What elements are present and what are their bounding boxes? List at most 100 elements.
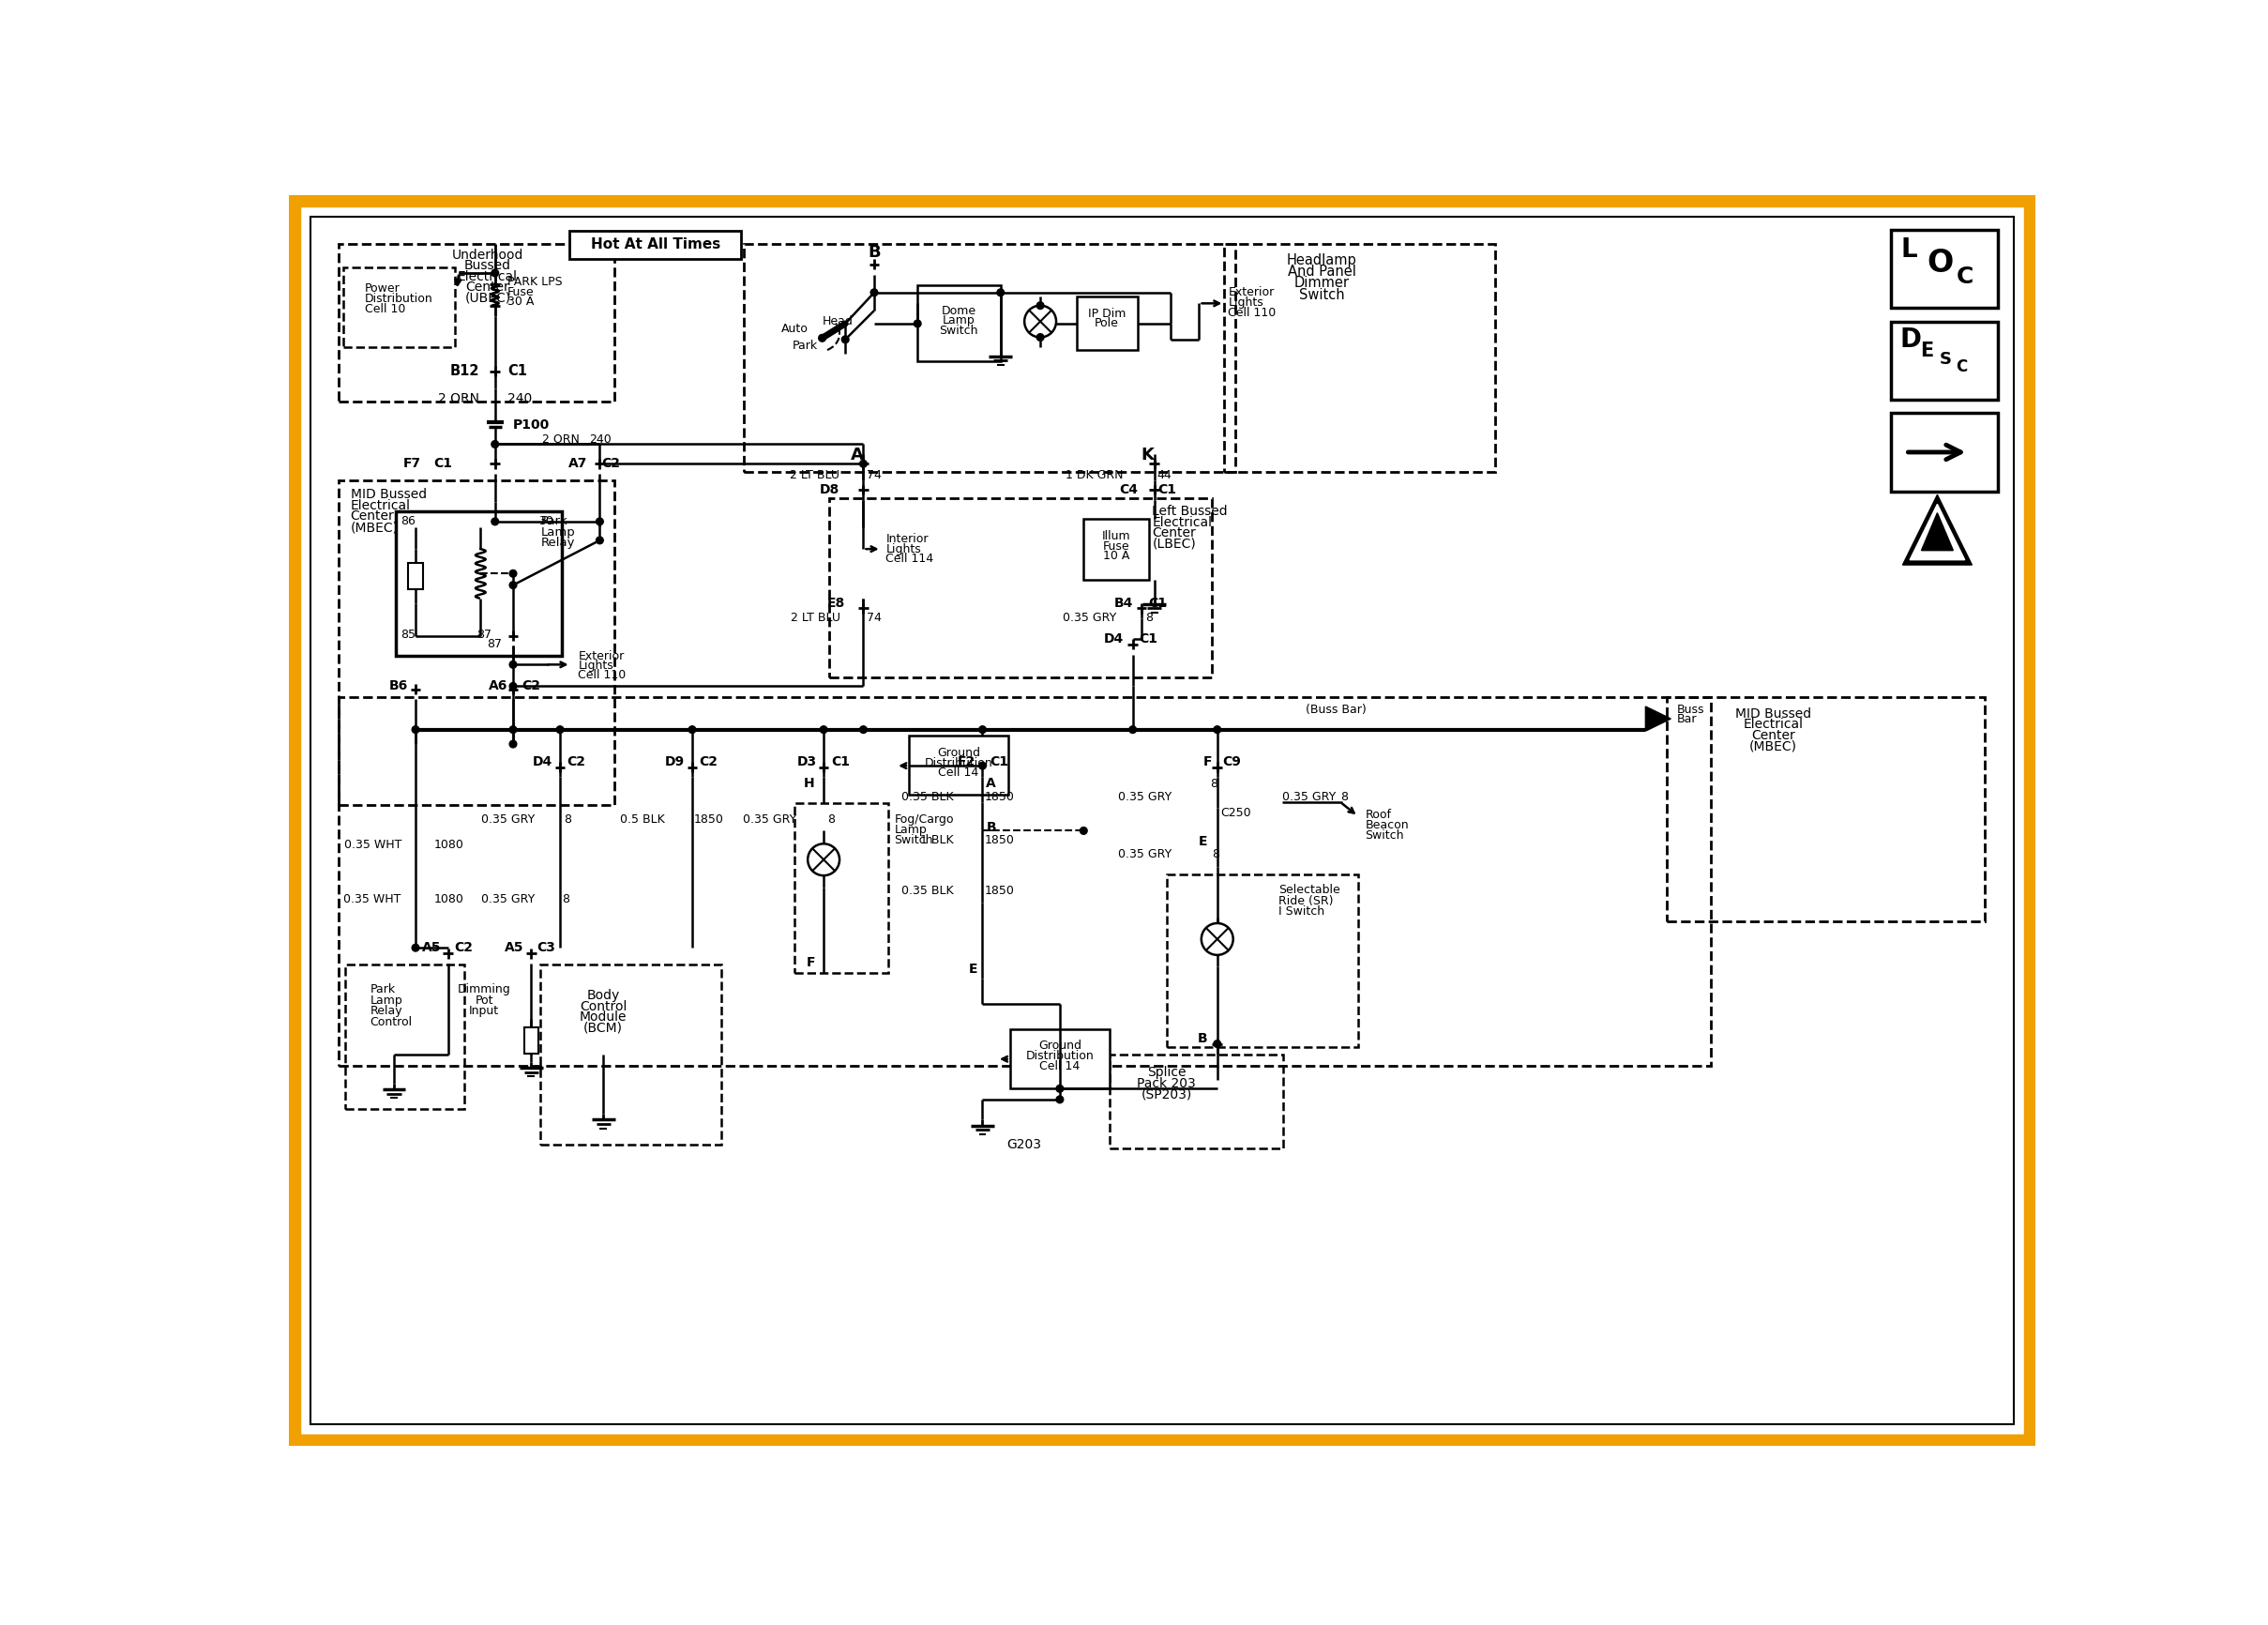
Text: Interior: Interior [887, 533, 928, 544]
Text: Ground: Ground [937, 746, 980, 759]
Text: C1: C1 [433, 457, 451, 470]
Text: MID Bussed: MID Bussed [352, 488, 426, 502]
Circle shape [980, 762, 987, 769]
Text: 1080: 1080 [433, 894, 463, 905]
Circle shape [510, 582, 517, 588]
Text: A5: A5 [422, 941, 440, 954]
Bar [1109, 1055, 1284, 1149]
Bar [1892, 229, 1998, 307]
Text: D3: D3 [796, 756, 816, 769]
Text: 87: 87 [488, 639, 501, 650]
Text: Dimming: Dimming [458, 983, 510, 996]
Circle shape [689, 726, 696, 733]
Text: Pot: Pot [474, 994, 494, 1006]
Text: 1 BLK: 1 BLK [921, 834, 953, 847]
Circle shape [510, 570, 517, 577]
Text: Cell 114: Cell 114 [887, 552, 934, 565]
Bar [345, 964, 465, 1108]
Text: C2: C2 [567, 756, 585, 769]
Text: Left Bussed: Left Bussed [1152, 505, 1227, 518]
Text: C250: C250 [1220, 806, 1252, 819]
Text: (MBEC): (MBEC) [1749, 739, 1796, 752]
Text: 0.35 GRY: 0.35 GRY [1061, 611, 1116, 624]
Circle shape [1036, 333, 1043, 341]
Circle shape [492, 518, 499, 525]
Text: (MBEC): (MBEC) [352, 520, 399, 535]
Text: A7: A7 [569, 457, 587, 470]
Text: 1850: 1850 [984, 791, 1014, 803]
Text: 10 A: 10 A [1102, 551, 1129, 562]
Circle shape [596, 518, 603, 525]
Text: Cell 110: Cell 110 [1227, 307, 1277, 318]
Text: A5: A5 [506, 941, 524, 954]
Text: Module: Module [581, 1011, 626, 1024]
Circle shape [914, 320, 921, 327]
Text: 30: 30 [538, 515, 553, 528]
Text: H: H [805, 777, 814, 790]
Text: 0.35 GRY: 0.35 GRY [1281, 791, 1336, 803]
Text: Electrical: Electrical [352, 499, 411, 512]
Text: Park: Park [792, 340, 816, 351]
Text: 0.35 GRY: 0.35 GRY [1118, 791, 1173, 803]
Text: B6: B6 [390, 679, 408, 692]
Text: Lights: Lights [887, 543, 921, 556]
Text: L: L [1901, 236, 1919, 262]
Text: Lamp: Lamp [894, 824, 928, 837]
Text: Switch: Switch [939, 325, 978, 336]
Text: Power: Power [365, 283, 401, 296]
Text: Park: Park [370, 983, 395, 996]
Text: Dimmer: Dimmer [1295, 276, 1349, 291]
Text: 0.35 GRY: 0.35 GRY [481, 814, 535, 826]
Text: Switch: Switch [1300, 288, 1345, 302]
Text: D8: D8 [819, 483, 839, 496]
Text: O: O [1928, 249, 1953, 279]
Text: B: B [869, 244, 880, 262]
Bar [794, 803, 889, 973]
Text: 87: 87 [476, 629, 492, 640]
Text: C1: C1 [989, 756, 1009, 769]
Text: F: F [805, 955, 814, 968]
Text: 0.5 BLK: 0.5 BLK [619, 814, 665, 826]
Text: Cell 10: Cell 10 [365, 302, 406, 315]
Text: Control: Control [370, 1016, 413, 1029]
Text: Electrical: Electrical [1744, 718, 1803, 731]
Text: Distribution: Distribution [365, 292, 433, 306]
Text: 1850: 1850 [694, 814, 723, 826]
Polygon shape [1903, 494, 1971, 566]
Text: 0.35 GRY: 0.35 GRY [481, 894, 535, 905]
Text: C2: C2 [522, 679, 540, 692]
Text: F2: F2 [957, 756, 975, 769]
Bar [1166, 874, 1359, 1048]
Text: D4: D4 [533, 756, 553, 769]
Text: K: K [1141, 447, 1154, 463]
Text: C1: C1 [830, 756, 850, 769]
Text: 8: 8 [1340, 791, 1347, 803]
Text: 74: 74 [866, 611, 882, 624]
Text: Beacon: Beacon [1365, 819, 1408, 830]
Text: B: B [1198, 1032, 1209, 1045]
Text: Pole: Pole [1095, 317, 1118, 330]
Text: S: S [1939, 351, 1953, 369]
Text: Center: Center [465, 281, 510, 294]
Text: Control: Control [581, 999, 626, 1012]
Text: 1850: 1850 [984, 834, 1014, 847]
Circle shape [1129, 726, 1136, 733]
Text: 2 ORN: 2 ORN [542, 434, 578, 445]
Text: C: C [1955, 359, 1969, 375]
Text: Center: Center [1751, 728, 1796, 743]
Text: (UBEC): (UBEC) [465, 292, 510, 306]
Text: (BCM): (BCM) [583, 1022, 624, 1035]
Bar [744, 244, 1236, 471]
Bar [397, 512, 562, 656]
Text: 86: 86 [401, 515, 415, 528]
Polygon shape [1647, 707, 1672, 731]
Text: C9: C9 [1222, 756, 1241, 769]
Bar [830, 499, 1211, 678]
Text: Underhood: Underhood [451, 249, 524, 262]
Text: 240: 240 [508, 392, 533, 405]
Text: E8: E8 [828, 596, 846, 609]
Text: Selectable: Selectable [1279, 884, 1340, 895]
Text: Cell 14: Cell 14 [1039, 1060, 1080, 1072]
Circle shape [413, 726, 420, 733]
Circle shape [510, 726, 517, 733]
